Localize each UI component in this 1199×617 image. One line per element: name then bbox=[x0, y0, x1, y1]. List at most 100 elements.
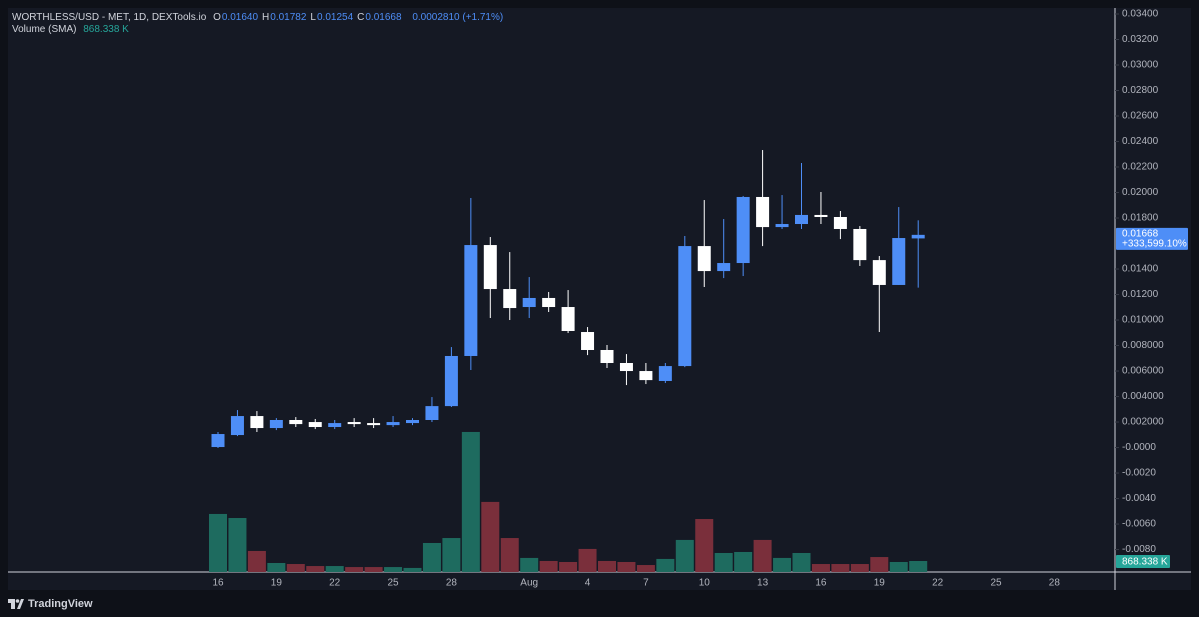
y-tick-label: 0.03400 bbox=[1122, 9, 1159, 20]
legend-value: 0.01782 bbox=[270, 12, 307, 23]
candle-body bbox=[853, 228, 867, 261]
candle-body bbox=[386, 422, 400, 426]
y-tick-label: 0.01800 bbox=[1122, 213, 1159, 224]
candle-body bbox=[561, 307, 575, 331]
y-tick-label: -0.0040 bbox=[1122, 493, 1156, 504]
volume-bar bbox=[811, 564, 830, 572]
volume-bar bbox=[306, 566, 325, 572]
x-tick-label: 22 bbox=[329, 578, 341, 589]
volume-bar bbox=[247, 550, 266, 572]
y-tick-label: 0.010000 bbox=[1122, 315, 1164, 326]
legend-value: 0.01668 bbox=[365, 12, 402, 23]
legend-line: WORTHLESS/USD - MET, 1D, DEXTools.io O0.… bbox=[12, 12, 507, 23]
volume-bar bbox=[325, 566, 344, 572]
price-tag bbox=[1116, 227, 1188, 250]
x-tick-label: 28 bbox=[1049, 578, 1061, 589]
volume-bar bbox=[345, 567, 364, 572]
volume-bar bbox=[889, 561, 908, 572]
volume-bar bbox=[422, 542, 441, 572]
candle-body bbox=[736, 196, 750, 264]
x-tick-label: 28 bbox=[446, 578, 458, 589]
legend-value: 0.01254 bbox=[316, 12, 354, 23]
candle-body bbox=[328, 423, 342, 428]
candle-body bbox=[503, 289, 517, 309]
candle-body bbox=[892, 238, 906, 285]
legend-key: O bbox=[213, 12, 221, 23]
candle-body bbox=[464, 245, 478, 356]
x-tick-label: Aug bbox=[520, 578, 538, 589]
candle-body bbox=[872, 260, 886, 285]
brand: TradingView bbox=[8, 598, 93, 610]
candle-body bbox=[483, 245, 497, 290]
candle-body bbox=[308, 422, 322, 428]
x-tick-label: 25 bbox=[387, 578, 399, 589]
volume-bar bbox=[403, 567, 422, 572]
candle-body bbox=[581, 332, 595, 350]
y-tick-label: 0.01400 bbox=[1122, 264, 1159, 275]
volume-bar bbox=[831, 564, 850, 572]
candle-body bbox=[619, 363, 633, 372]
volume-bar bbox=[267, 563, 286, 572]
x-tick-label: 13 bbox=[757, 578, 769, 589]
candle-body bbox=[211, 434, 225, 448]
volume-bar bbox=[617, 561, 636, 572]
y-tick-label: 0.02600 bbox=[1122, 111, 1159, 122]
candle-body bbox=[347, 422, 361, 425]
y-tick-label: -0.0020 bbox=[1122, 468, 1156, 479]
y-tick-label: -0.0080 bbox=[1122, 544, 1156, 555]
candle-body bbox=[367, 423, 381, 426]
y-tick-label: 0.002000 bbox=[1122, 417, 1164, 428]
volume-bar bbox=[228, 518, 247, 572]
volume-bar bbox=[442, 538, 461, 572]
y-tick-label: 0.03000 bbox=[1122, 60, 1159, 71]
candle-body bbox=[775, 224, 789, 228]
x-tick-label: 16 bbox=[212, 578, 224, 589]
y-tick-label: 0.02200 bbox=[1122, 162, 1159, 173]
volume-bar bbox=[578, 548, 597, 572]
volume-bar bbox=[753, 539, 772, 572]
candle-body bbox=[756, 196, 770, 228]
volume-bar bbox=[286, 564, 305, 572]
volume-legend: Volume (SMA) 868.338 K bbox=[12, 24, 133, 35]
volume-bar bbox=[461, 431, 480, 572]
legend-key: C bbox=[357, 12, 365, 23]
volume-bar bbox=[695, 519, 714, 572]
y-tick-label: 0.03200 bbox=[1122, 34, 1159, 45]
y-tick-label: 0.02400 bbox=[1122, 136, 1159, 147]
volume-tag-value: 868.338 K bbox=[1122, 557, 1168, 568]
candle-body bbox=[444, 355, 458, 407]
candle-body bbox=[425, 406, 439, 421]
candle-body bbox=[639, 371, 653, 381]
candle-body bbox=[522, 297, 536, 308]
volume-bar bbox=[520, 557, 539, 572]
price-tag-value: 0.01668 bbox=[1122, 228, 1159, 239]
x-tick-label: 16 bbox=[815, 578, 827, 589]
x-tick-label: 10 bbox=[699, 578, 711, 589]
brand-logo bbox=[8, 599, 24, 609]
candle-body bbox=[289, 420, 303, 425]
volume-bar bbox=[500, 538, 519, 572]
candle-body bbox=[814, 214, 828, 217]
volume-value: 868.338 K bbox=[83, 24, 129, 35]
price-tag-change: +333,599.10% bbox=[1122, 238, 1187, 249]
ohlc-legend: O0.01640 H0.01782 L0.01254 C0.01668 bbox=[213, 12, 405, 23]
legend-key: H bbox=[262, 12, 270, 23]
volume-bar bbox=[656, 558, 675, 572]
volume-title: Volume (SMA) bbox=[12, 24, 77, 35]
volume-bar bbox=[675, 539, 694, 572]
x-tick-label: 19 bbox=[271, 578, 283, 589]
candle-body bbox=[833, 216, 847, 229]
legend-value: 0.01640 bbox=[221, 12, 259, 23]
volume-bar bbox=[636, 565, 655, 572]
volume-tag bbox=[1116, 554, 1170, 568]
volume-bar bbox=[909, 560, 928, 572]
x-tick-label: 22 bbox=[932, 578, 944, 589]
x-tick-label: 7 bbox=[643, 578, 649, 589]
volume-bar bbox=[598, 560, 616, 572]
volume-bar bbox=[384, 567, 403, 572]
candle-body bbox=[795, 214, 808, 225]
volume-bar bbox=[714, 552, 733, 572]
volume-bar bbox=[734, 551, 753, 572]
